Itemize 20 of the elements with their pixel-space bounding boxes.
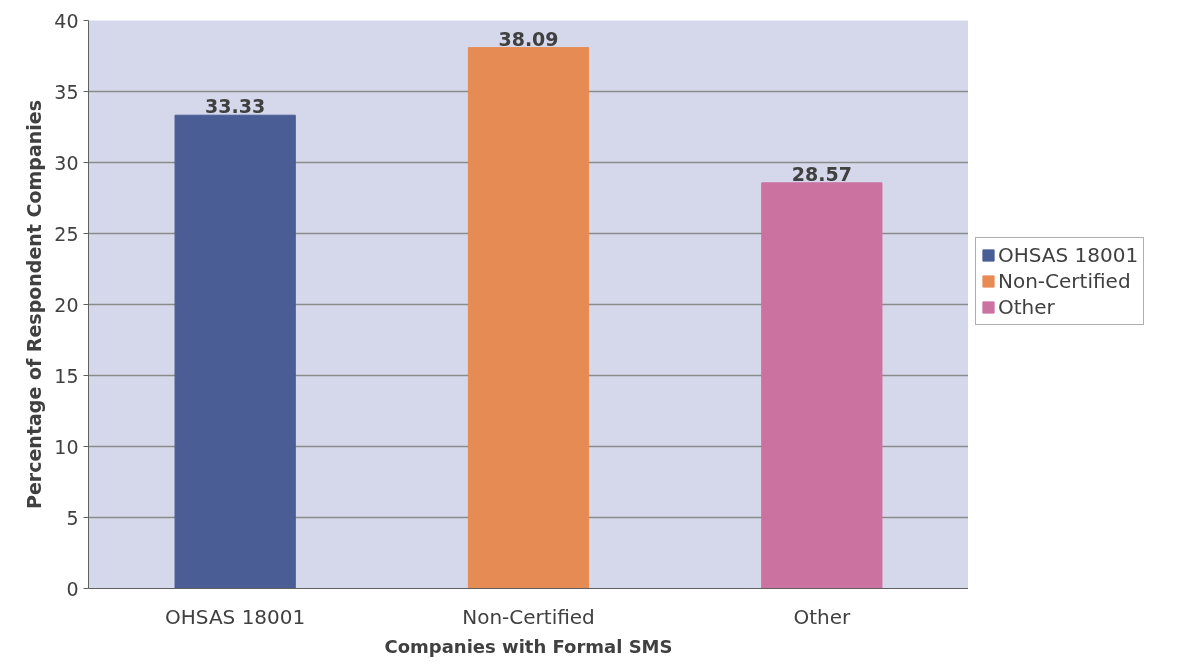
x-tick-label: Other xyxy=(793,604,851,629)
y-tick-label: 10 xyxy=(54,435,79,458)
x-tick-label: Non-Certified xyxy=(462,604,595,629)
y-axis-title: Percentage of Respondent Companies xyxy=(23,100,46,509)
x-axis-title: Companies with Formal SMS xyxy=(384,635,673,657)
data-label: 38.09 xyxy=(498,27,559,50)
x-tick-label: OHSAS 18001 xyxy=(165,604,306,629)
y-tick-label: 0 xyxy=(66,577,79,600)
y-tick-label: 15 xyxy=(54,364,79,387)
y-tick-label: 5 xyxy=(66,506,79,529)
y-tick-label: 20 xyxy=(54,293,79,316)
y-tick-label: 25 xyxy=(54,222,79,245)
y-tick-label: 40 xyxy=(54,9,79,32)
data-label: 28.57 xyxy=(791,162,852,185)
legend-label: Other xyxy=(998,295,1055,319)
legend-label: Non-Certified xyxy=(998,269,1131,293)
legend-label: OHSAS 18001 xyxy=(998,243,1139,267)
y-tick-label: 35 xyxy=(54,80,79,103)
data-label: 33.33 xyxy=(205,95,266,118)
y-tick-label: 30 xyxy=(54,151,79,174)
